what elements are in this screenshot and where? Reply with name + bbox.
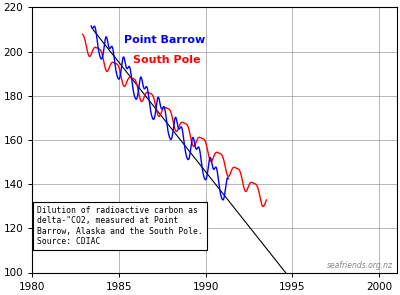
- Text: South Pole: South Pole: [133, 55, 200, 65]
- Text: seafriends.org.nz: seafriends.org.nz: [327, 261, 393, 270]
- Text: Dilution of radioactive carbon as
delta-"CO2, measured at Point
Barrow, Alaska a: Dilution of radioactive carbon as delta-…: [38, 206, 203, 246]
- Text: Point Barrow: Point Barrow: [124, 35, 206, 45]
